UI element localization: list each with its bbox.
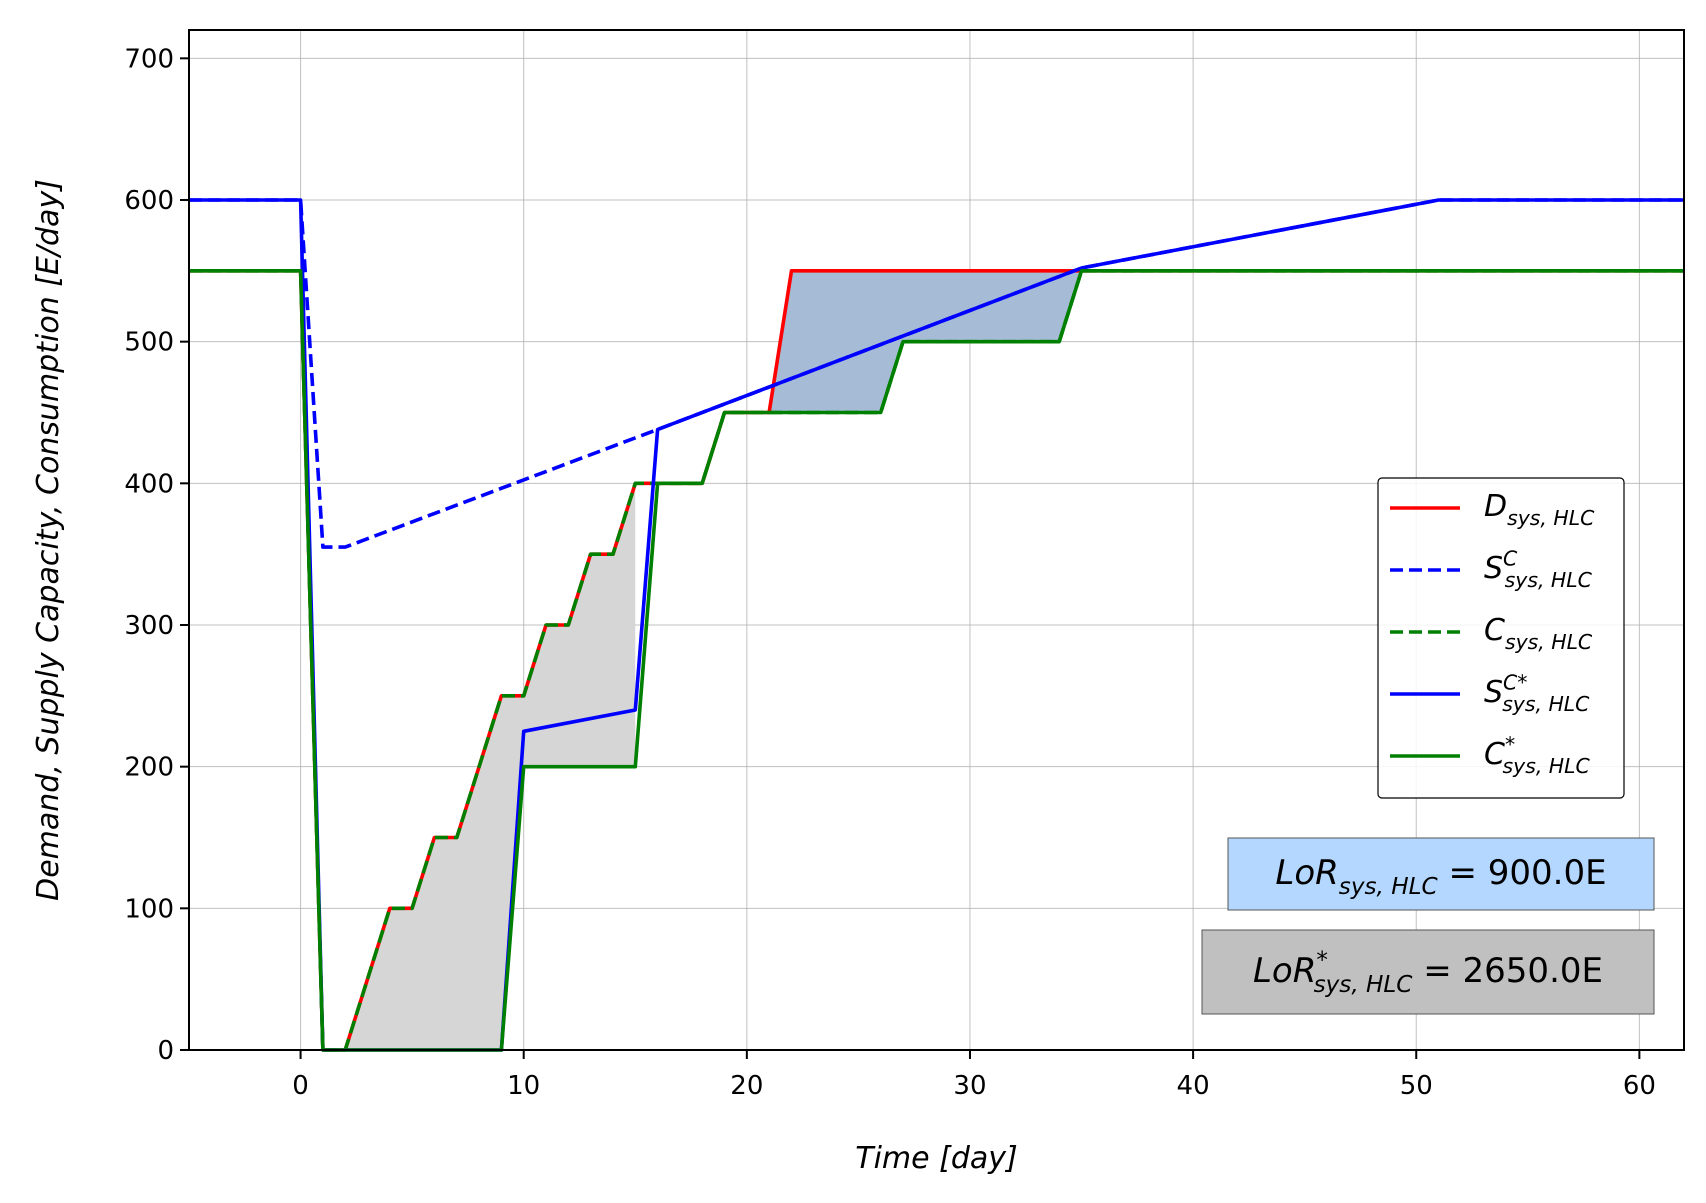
lor-star-text: LoR* sys, HLC = 2650.0E (1253, 948, 1603, 998)
x-axis-ticks: 0 10 20 30 40 50 60 (292, 1050, 1656, 1101)
x-tick-label: 0 (292, 1071, 309, 1101)
y-tick-label: 400 (124, 469, 174, 499)
x-tick-label: 10 (507, 1071, 540, 1101)
legend-label-3: SC* sys, HLC (1484, 670, 1590, 716)
y-axis-ticks: 0 100 200 300 400 500 600 700 (124, 44, 189, 1066)
fill-areas (345, 270, 1082, 1050)
y-tick-label: 0 (157, 1036, 174, 1066)
lor-annotations: LoRsys, HLC = 900.0E LoR* sys, HLC = 2650.… (1201, 837, 1655, 1015)
series-line-1 (189, 198, 1684, 549)
plot-frame (188, 29, 1685, 1051)
y-tick-label: 200 (124, 753, 174, 783)
y-tick-label: 500 (124, 328, 174, 358)
lor-star-box (1201, 929, 1655, 1015)
y-axis-title: Demand, Supply Capacity, Consumption [E/… (31, 179, 66, 901)
y-tick-label: 300 (124, 611, 174, 641)
x-axis-title: Time [day] (855, 1141, 1017, 1176)
y-tick-label: 600 (124, 186, 174, 216)
legend-label-1: SC sys, HLC (1484, 546, 1593, 592)
y-tick-label: 100 (124, 894, 174, 924)
x-tick-label: 20 (730, 1071, 763, 1101)
loss-area-hlc (769, 270, 1082, 413)
x-tick-label: 30 (953, 1071, 986, 1101)
x-tick-label: 50 (1400, 1071, 1433, 1101)
legend-label-0: Dsys, HLC (1484, 489, 1595, 530)
legend-label-2: Csys, HLC (1484, 613, 1593, 654)
lor-text: LoRsys, HLC = 900.0E (1275, 853, 1606, 900)
x-tick-label: 60 (1623, 1071, 1656, 1101)
legend-label-4: C* sys, HLC (1484, 732, 1590, 778)
lor-box (1227, 837, 1655, 911)
x-tick-label: 40 (1177, 1071, 1210, 1101)
legend-box (1377, 477, 1625, 799)
legend: Dsys, HLC SC sys, HLC Csys, HLC SC* sys, HLC C… (1377, 477, 1625, 799)
y-tick-label: 700 (124, 44, 174, 74)
